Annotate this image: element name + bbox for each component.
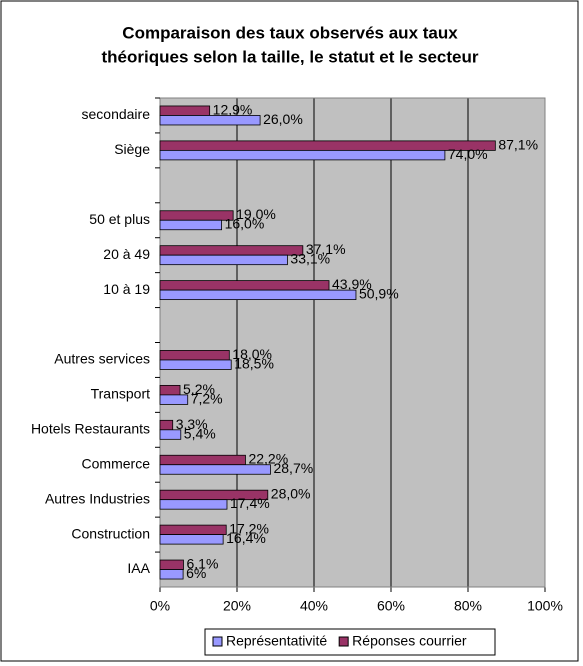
y-tick-label: Siège [114,141,150,157]
bar [159,350,230,361]
data-label: 17,2% [229,521,269,537]
bar [159,524,227,536]
bar [159,210,234,221]
plot-area [160,98,545,587]
bar [159,454,246,466]
data-label: 22,2% [248,451,288,467]
y-tick-label: Hotels Restaurants [31,421,150,437]
bar [159,359,232,370]
legend-swatch [338,636,349,647]
data-label: 18,5% [234,355,274,371]
y-tick-label: IAA [127,560,150,576]
legend-label: Représentativité [226,633,327,649]
y-tick-label: Autres services [54,351,150,367]
bar [159,419,174,431]
chart-subtitle: théoriques selon la taille, le statut et… [102,47,479,66]
data-label: 50,9% [359,286,399,302]
data-label: 87,1% [498,136,538,152]
legend-swatch [212,636,223,647]
y-tick-label: 50 et plus [89,211,150,227]
data-label: 43,9% [332,276,372,292]
bar [159,280,330,291]
x-tick-label: 100% [527,598,563,614]
bar [159,384,181,396]
data-label: 5,2% [183,381,215,397]
data-label: 17,4% [230,495,270,511]
x-tick-label: 20% [223,598,251,614]
bar [159,569,184,580]
data-label: 19,0% [236,206,276,222]
bar [159,464,271,475]
y-tick-label: 10 à 19 [103,281,150,297]
y-tick-label: Commerce [82,455,151,471]
y-tick-label: Transport [91,386,151,402]
bar [159,105,211,116]
data-label: 6% [186,565,206,581]
x-tick-label: 0% [150,598,170,614]
data-label: 37,1% [306,241,346,257]
legend-box [204,628,496,656]
bar [159,219,222,231]
bar [159,254,288,266]
bar [159,115,261,126]
bar [159,394,189,405]
data-label: 16,4% [226,530,266,546]
bar [159,534,224,545]
bar [159,499,228,510]
bar [159,429,182,440]
data-label: 28,0% [271,486,311,502]
data-label: 5,4% [184,425,216,441]
data-label: 74,0% [448,146,488,162]
data-label: 7,2% [191,390,223,406]
data-label: 26,0% [263,111,303,127]
data-label: 6,1% [186,555,218,571]
bar [159,559,184,570]
bar [159,289,357,301]
data-label: 3,3% [176,416,208,432]
data-label: 12,9% [213,101,253,117]
data-label: 18,0% [232,346,272,362]
x-tick-label: 60% [377,598,405,614]
x-tick-label: 40% [300,598,328,614]
bar [159,245,304,256]
bar [159,149,446,161]
bar [159,140,496,151]
data-label: 33,1% [290,251,330,267]
y-tick-label: secondaire [82,106,151,122]
chart-title: Comparaison des taux observés aux taux [122,23,458,42]
data-label: 16,0% [225,216,265,232]
legend-label: Réponses courrier [352,633,467,649]
data-label: 28,7% [273,460,313,476]
y-tick-label: Autres Industries [45,490,150,506]
x-tick-label: 80% [454,598,482,614]
y-tick-label: 20 à 49 [103,246,150,262]
y-tick-label: Construction [71,525,150,541]
